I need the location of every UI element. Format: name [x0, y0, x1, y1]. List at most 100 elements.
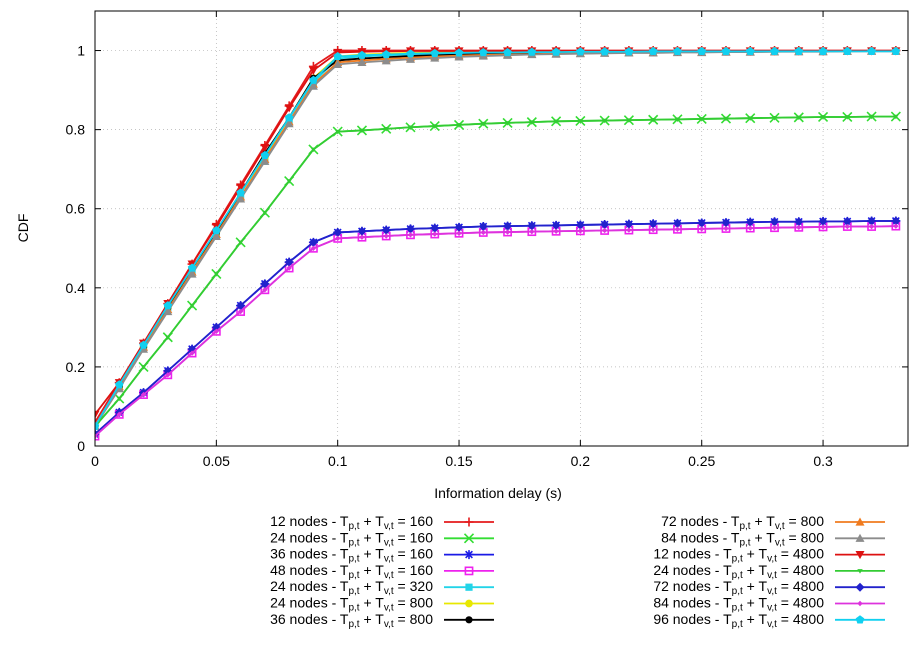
data-point: [260, 143, 270, 152]
x-axis-ticks: 0 0.05 0.1 0.15 0.2 0.25 0.3: [91, 11, 833, 469]
data-point: [796, 224, 802, 231]
data-point: [260, 156, 270, 165]
x-tick-label: 0.25: [688, 453, 715, 469]
legend-label-part: p,t: [732, 586, 743, 597]
legend-label: 84 nodes - Tp,t + Tv,t = 800: [661, 529, 824, 548]
legend-marker: [465, 616, 473, 624]
legend-marker: [855, 615, 865, 624]
data-point: [820, 224, 826, 230]
data-point: [357, 226, 367, 236]
data-point: [189, 350, 195, 356]
data-point: [575, 220, 585, 230]
grid-lines: [95, 11, 908, 446]
data-point: [674, 226, 681, 232]
data-point: [454, 48, 464, 57]
legend-label-part: 36 nodes - T: [270, 546, 349, 562]
data-point: [165, 372, 171, 378]
legend-label: 72 nodes - Tp,t + Tv,t = 4800: [653, 578, 824, 597]
data-point: [284, 119, 294, 128]
data-point: [163, 301, 173, 310]
legend-label-part: p,t: [348, 554, 359, 565]
x-tick-label: 0.1: [328, 453, 348, 469]
legend-label-part: v,t: [775, 521, 785, 532]
legend-marker: [855, 517, 865, 526]
data-point: [237, 308, 244, 315]
data-point: [213, 328, 220, 335]
data-point: [551, 220, 561, 230]
data-point: [699, 226, 705, 232]
data-point: [747, 116, 753, 121]
y-tick-label: 1: [77, 43, 85, 59]
data-point: [187, 269, 197, 278]
data-point: [236, 183, 246, 192]
legend-item: 84 nodes - Tp,t + Tv,t = 800: [661, 529, 885, 548]
legend-label-part: p,t: [732, 619, 743, 630]
legend-label-part: = 800: [394, 611, 434, 627]
legend-item: 24 nodes - Tp,t + Tv,t = 800: [270, 595, 494, 614]
legend-label-part: + T: [360, 611, 385, 627]
data-point: [504, 229, 511, 235]
legend-label-part: p,t: [348, 586, 359, 597]
data-point: [844, 223, 851, 230]
legend-marker: [464, 566, 474, 576]
y-axis-label: CDF: [15, 214, 31, 243]
legend-item: 36 nodes - Tp,t + Tv,t = 800: [270, 611, 494, 630]
legend-label-part: = 4800: [777, 611, 824, 627]
legend-item: 12 nodes - Tp,t + Tv,t = 160: [270, 513, 494, 532]
data-point: [551, 47, 561, 56]
data-point: [432, 124, 438, 129]
data-point: [236, 194, 246, 203]
axes: [94, 10, 909, 447]
data-point: [211, 231, 221, 241]
legend-label-part: 24 nodes - T: [270, 578, 349, 594]
legend-label-part: = 320: [394, 578, 434, 594]
data-point: [236, 301, 246, 311]
data-point: [503, 221, 513, 231]
data-point: [674, 117, 681, 123]
legend-marker: [463, 533, 475, 544]
data-point: [140, 365, 147, 370]
legend-label-part: = 4800: [777, 578, 824, 594]
legend-item: 24 nodes - Tp,t + Tv,t = 4800: [653, 562, 885, 581]
series-line: [95, 220, 896, 435]
data-point: [770, 217, 780, 227]
legend-item: 72 nodes - Tp,t + Tv,t = 4800: [653, 578, 885, 597]
legend-label-part: = 800: [394, 595, 434, 611]
legend-label-part: v,t: [384, 619, 394, 630]
y-axis-ticks: 0 0.2 0.4 0.6 0.8 1: [66, 43, 908, 454]
legend-label-part: p,t: [739, 537, 750, 548]
data-point: [334, 129, 341, 135]
legend-label-part: v,t: [384, 521, 394, 532]
legend-label-part: v,t: [767, 619, 777, 630]
data-point: [381, 56, 391, 65]
data-point: [310, 147, 317, 153]
data-point: [794, 217, 804, 227]
y-tick-label: 0.6: [66, 201, 86, 217]
data-point: [310, 245, 317, 251]
data-point: [262, 210, 268, 216]
data-point: [891, 46, 901, 55]
legend-label-part: p,t: [739, 521, 750, 532]
data-point: [381, 50, 391, 59]
data-point: [334, 235, 341, 242]
data-point: [189, 303, 195, 309]
data-point: [479, 48, 488, 57]
legend-label-part: + T: [743, 546, 768, 562]
data-point: [672, 218, 682, 228]
data-point: [770, 46, 779, 55]
data-point: [842, 216, 852, 226]
legend-label-part: v,t: [775, 537, 785, 548]
data-point: [333, 227, 343, 237]
data-point: [359, 128, 365, 134]
data-point: [308, 81, 318, 90]
data-point: [745, 217, 755, 227]
data-point: [504, 121, 511, 126]
data-point: [236, 188, 245, 197]
data-point: [139, 340, 148, 349]
legend-marker: [855, 551, 865, 560]
data-point: [527, 47, 537, 56]
legend-label: 72 nodes - Tp,t + Tv,t = 800: [661, 513, 824, 532]
series-line: [95, 50, 896, 427]
data-point: [357, 50, 367, 59]
series-line: [95, 115, 896, 427]
